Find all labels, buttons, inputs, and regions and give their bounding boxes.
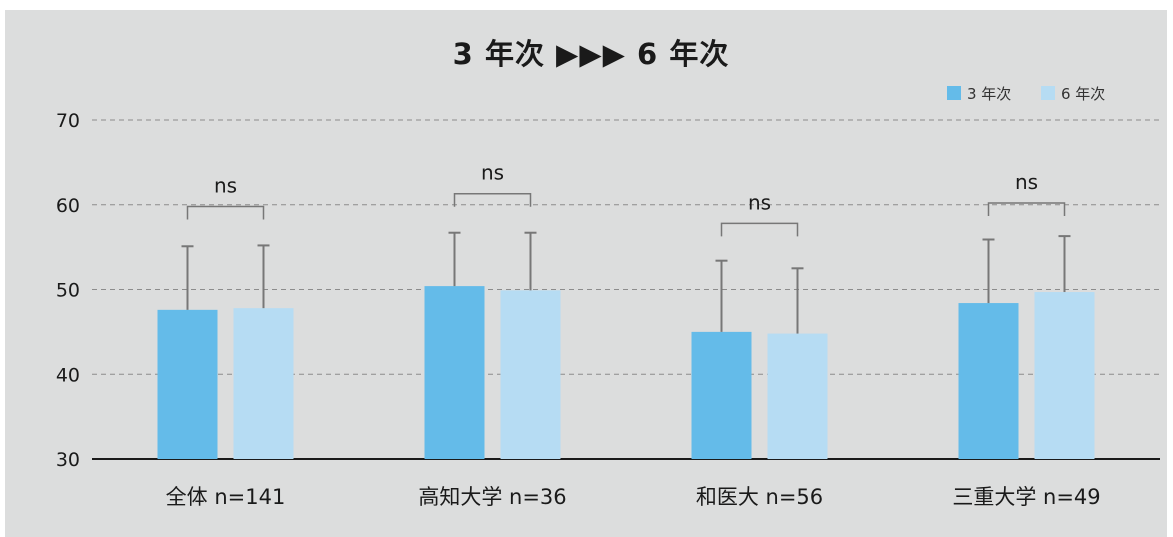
x-tick-label: 三重大学 n=49 <box>952 485 1100 509</box>
bar <box>1034 292 1095 459</box>
bar <box>157 309 218 459</box>
legend-swatch <box>1041 86 1055 100</box>
significance-label: ns <box>748 190 771 214</box>
x-tick-label: 高知大学 n=36 <box>418 485 566 509</box>
significance-label: ns <box>1015 170 1038 194</box>
x-axis-labels: 全体 n=141 高知大学 n=36 和医大 n=56 三重大学 n=49 <box>166 485 1101 509</box>
significance-bracket <box>453 192 532 207</box>
legend-label: 3 年次 <box>967 85 1011 103</box>
bar <box>500 290 561 459</box>
y-tick-label: 40 <box>56 364 80 386</box>
significance-label: ns <box>214 173 237 197</box>
bar <box>691 331 752 459</box>
significance-bracket <box>987 202 1066 217</box>
bar <box>233 308 294 459</box>
y-tick-label: 30 <box>56 449 80 471</box>
significance-bracket <box>720 222 799 237</box>
y-tick-label: 50 <box>56 280 80 302</box>
bar <box>767 333 828 459</box>
y-tick-label: 70 <box>56 110 80 132</box>
legend-label: 6 年次 <box>1061 85 1105 103</box>
chart-title: 3 年次 ▶▶▶ 6 年次 <box>453 37 730 71</box>
chart-panel: 3 年次 ▶▶▶ 6 年次 3 年次 6 年次 30 40 50 60 70 ns ns ns… <box>5 10 1167 537</box>
significance-label: ns <box>481 161 504 185</box>
x-tick-label: 和医大 n=56 <box>696 485 823 509</box>
error-bars <box>181 231 1071 334</box>
bars <box>157 286 1095 459</box>
significance-brackets: ns ns ns ns <box>186 161 1066 237</box>
bar <box>424 286 485 459</box>
legend-swatch <box>947 86 961 100</box>
legend: 3 年次 6 年次 <box>947 85 1105 103</box>
x-tick-label: 全体 n=141 <box>166 485 286 509</box>
significance-bracket <box>186 205 265 220</box>
bar <box>958 303 1019 459</box>
y-tick-label: 60 <box>56 195 80 217</box>
